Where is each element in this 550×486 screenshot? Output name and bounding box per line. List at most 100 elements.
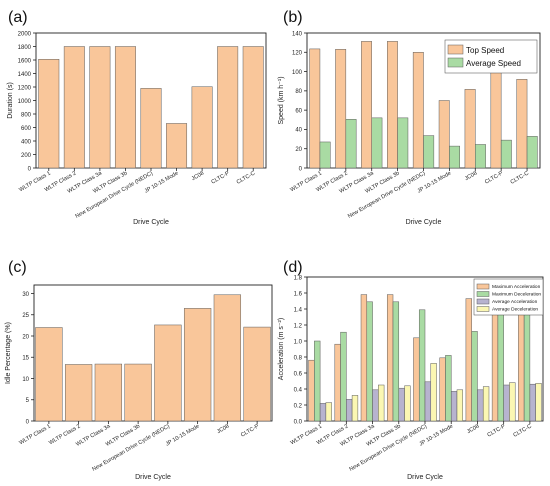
x-tick-label: WLTP Class 1: [18, 424, 52, 447]
bar: [392, 301, 400, 422]
panel-label: (d): [283, 259, 303, 276]
panel-label: (a): [8, 9, 28, 26]
panel-label: (b): [283, 9, 303, 26]
bar: [490, 57, 502, 169]
x-axis-label: Drive Cycle: [407, 474, 443, 481]
bar: [166, 123, 188, 169]
y-tick-label: 0: [26, 419, 30, 425]
y-tick-label: 30: [22, 292, 29, 298]
bar: [314, 340, 321, 422]
bar: [360, 294, 368, 422]
bar: [243, 326, 271, 422]
x-tick-label: CLTC-C: [512, 424, 532, 439]
y-tick-label: 1.6: [294, 291, 303, 297]
bar: [413, 337, 420, 422]
bar: [465, 298, 472, 422]
y-tick-label: 1.8: [294, 275, 303, 281]
bar: [335, 49, 347, 169]
bar: [94, 363, 123, 422]
bar: [334, 343, 341, 422]
y-tick-label: 400: [21, 139, 32, 145]
y-tick-label: 2000: [18, 31, 32, 37]
bar: [319, 141, 331, 169]
y-tick-label: 1.2: [294, 323, 303, 329]
bar: [366, 301, 373, 422]
bar: [439, 357, 446, 422]
legend-label: Average Acceleration: [492, 299, 538, 305]
bar: [242, 46, 264, 169]
bar: [154, 324, 182, 422]
plot-frame: [33, 284, 273, 422]
x-tick-label: CLTC-C: [510, 171, 530, 186]
x-axis-label: Drive Cycle: [135, 474, 171, 481]
bar: [423, 135, 435, 169]
x-tick-label: JP 10-15 Mode: [165, 424, 201, 448]
bar: [308, 359, 315, 422]
y-tick-label: 1400: [18, 72, 32, 78]
bar: [471, 331, 478, 422]
bar: [529, 383, 536, 422]
bar: [456, 389, 464, 422]
x-tick-label: CLTC-P: [211, 170, 231, 185]
x-tick-label: CLTC-C: [236, 171, 256, 186]
bar: [387, 41, 398, 169]
y-tick-label: 800: [21, 112, 32, 118]
x-tick-label: JC08: [464, 171, 478, 183]
bar: [340, 331, 347, 422]
bar: [430, 363, 437, 422]
legend: Top Speed Average Speed: [444, 39, 538, 74]
y-axis-label: Duration (s): [7, 82, 14, 119]
legend-swatch: [447, 44, 464, 55]
y-tick-label: 15: [22, 356, 29, 362]
y-tick-label: 80: [295, 89, 302, 95]
y-tick-label: 0: [28, 166, 32, 172]
chart-panel: (c) 0 5 10 15 20 25 30 Idle Percentage (%) WLTP C…: [5, 259, 273, 481]
x-tick-label: JC08: [191, 171, 205, 183]
bar: [217, 46, 239, 169]
legend-box: [444, 39, 538, 74]
bar: [503, 384, 510, 422]
legend-label: Average Speed: [466, 59, 521, 68]
legend-swatch: [476, 283, 490, 290]
y-tick-label: 1800: [18, 45, 32, 51]
legend-label: Average Deceleration: [492, 307, 538, 313]
bar: [114, 46, 136, 169]
bar: [325, 402, 332, 422]
y-tick-label: 0.2: [294, 403, 303, 409]
y-tick-label: 140: [292, 31, 303, 37]
bar: [397, 117, 409, 169]
legend-label: Top Speed: [466, 46, 504, 55]
x-axis-label: Drive Cycle: [133, 219, 169, 226]
bar: [523, 311, 531, 422]
bar: [372, 389, 379, 422]
legend: Maximum Acceleration Maximum Deceleration…: [473, 278, 544, 316]
y-tick-label: 5: [26, 398, 30, 404]
y-tick-label: 1.0: [294, 339, 303, 345]
x-tick-label: CLTC-P: [240, 423, 260, 438]
bar: [482, 386, 490, 422]
y-tick-label: 120: [292, 51, 303, 57]
bar: [497, 303, 504, 422]
y-tick-label: 0.6: [294, 371, 303, 377]
bar: [346, 399, 353, 422]
bar: [64, 364, 93, 422]
y-tick-label: 20: [22, 334, 29, 340]
bar: [424, 381, 432, 422]
bar: [464, 89, 476, 169]
bar: [477, 389, 484, 422]
bar: [309, 48, 321, 169]
bar: [438, 100, 450, 169]
bar: [449, 145, 460, 169]
bar: [491, 303, 499, 422]
legend-label: Maximum Acceleration: [492, 284, 541, 290]
y-tick-label: 1600: [18, 58, 32, 64]
y-axis-label: Speed (km h⁻¹): [278, 76, 285, 124]
bar: [535, 383, 542, 422]
y-tick-label: 200: [21, 153, 32, 159]
bar: [398, 387, 405, 422]
bar: [361, 41, 372, 169]
y-tick-label: 60: [295, 108, 302, 114]
bar: [351, 395, 359, 422]
